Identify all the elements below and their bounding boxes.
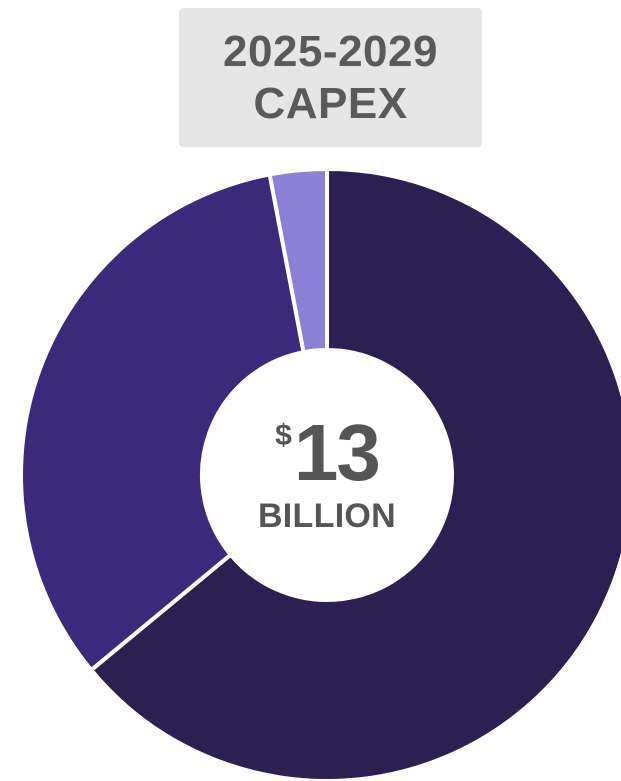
total-amount: $ 13 (275, 407, 381, 497)
chart-title-line-1: 2025-2029 (223, 26, 438, 76)
chart-title-box: 2025-2029 CAPEX (179, 8, 482, 147)
donut-center-label: $ 13 BILLION (202, 352, 452, 602)
donut-slice-3 (267, 167, 329, 355)
chart-title-line-2: CAPEX (253, 78, 408, 128)
donut-slice-1 (89, 167, 621, 781)
donut-slice-2 (19, 172, 306, 673)
currency-symbol: $ (275, 418, 292, 452)
total-amount-unit: BILLION (257, 496, 397, 535)
total-amount-value: 13 (293, 407, 381, 497)
